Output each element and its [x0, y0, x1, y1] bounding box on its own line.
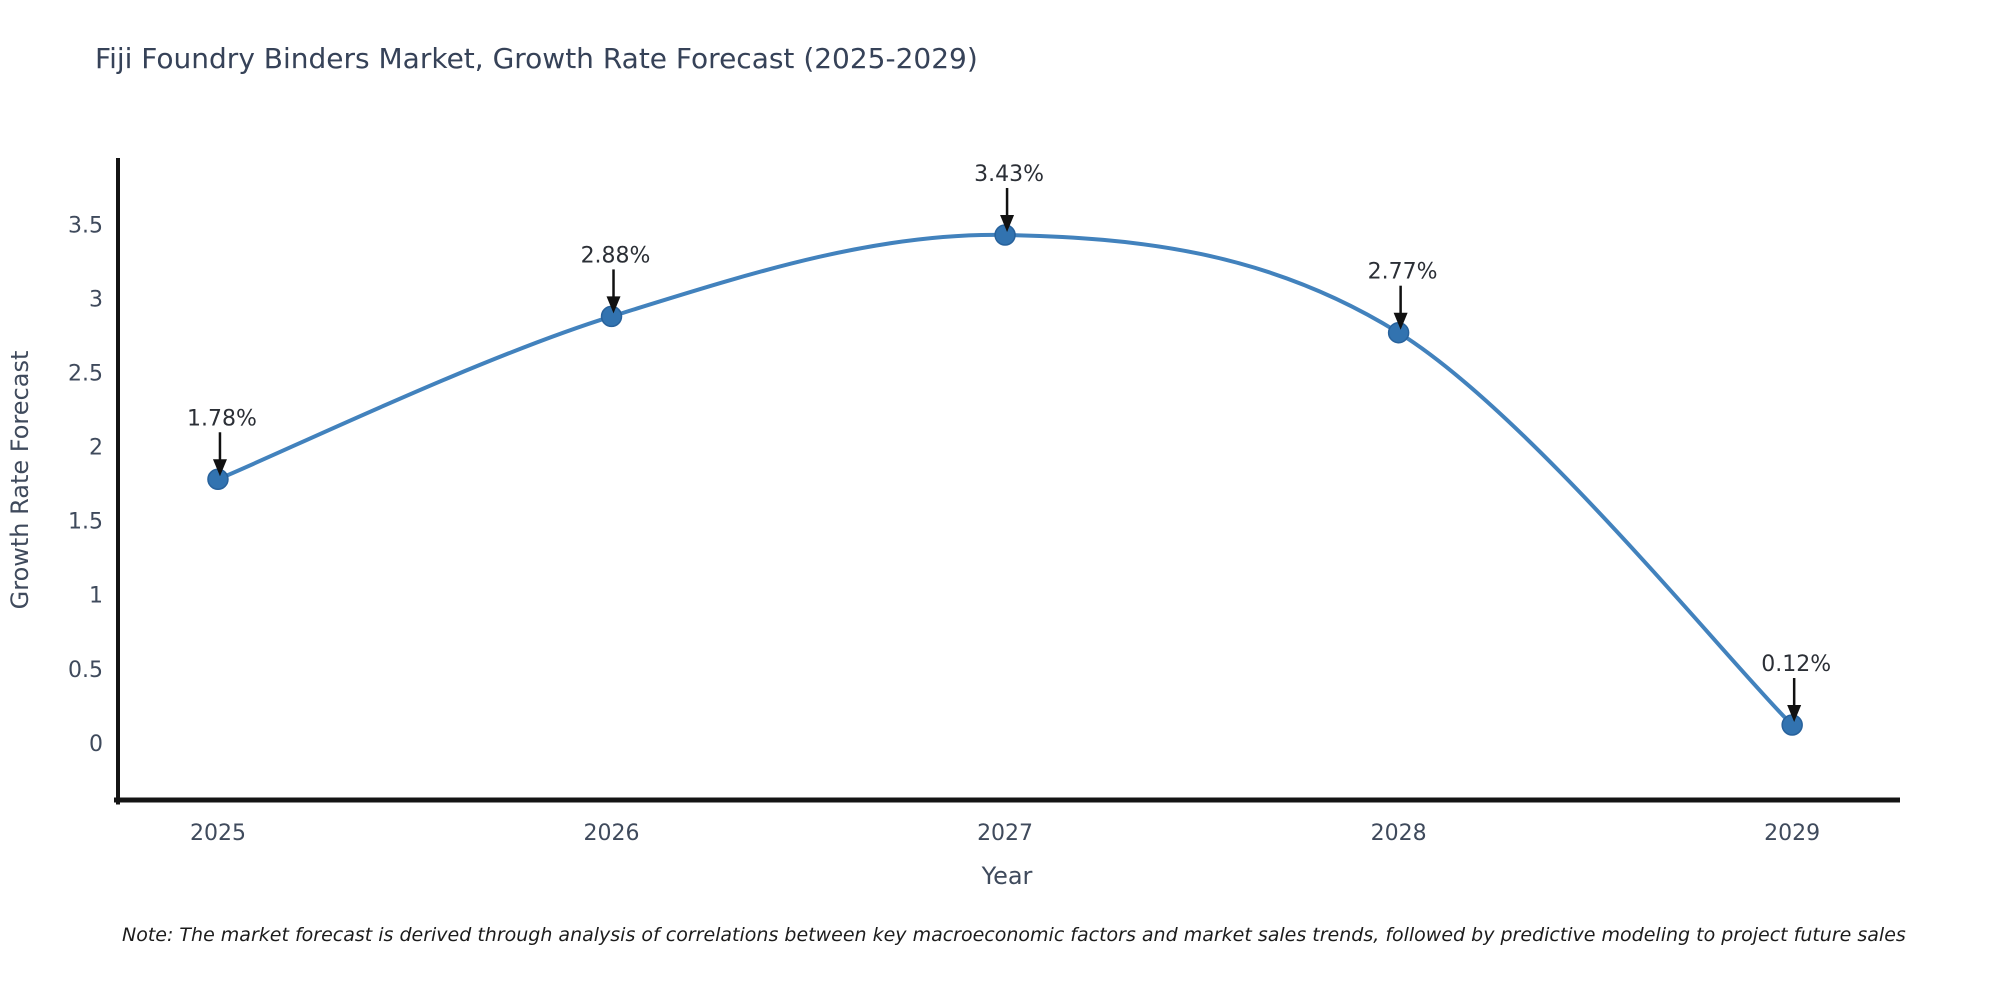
chart-footnote: Note: The market forecast is derived thr… [122, 924, 1906, 946]
data-point-label: 0.12% [1761, 652, 1831, 677]
x-tick-label: 2026 [584, 821, 640, 846]
annotation-arrow-head [606, 296, 621, 314]
y-axis-title: Growth Rate Forecast [6, 351, 34, 610]
point-annotations: 1.78% 2.88% 3.43% 2.77% 0.12% [187, 162, 1831, 723]
x-tick-label: 2027 [977, 821, 1033, 846]
x-axis-title: Year [981, 862, 1033, 890]
y-tick-label: 3 [89, 288, 103, 313]
annotation-arrow-head [1393, 312, 1408, 330]
axes [114, 158, 1900, 805]
y-axis-tick-labels: 0 0.5 1 1.5 2 2.5 3 3.5 [68, 214, 103, 757]
data-point-marker [994, 224, 1016, 246]
data-point-marker [600, 305, 623, 328]
y-tick-label: 1 [89, 584, 103, 609]
data-point-marker [1387, 321, 1410, 344]
chart-title: Fiji Foundry Binders Market, Growth Rate… [95, 42, 978, 75]
x-axis-tick-labels: 2025 2026 2027 2028 2029 [190, 821, 1820, 846]
y-tick-label: 2 [89, 436, 103, 461]
data-point-label: 2.77% [1368, 260, 1438, 285]
y-tick-label: 1.5 [68, 510, 103, 535]
y-tick-label: 0.5 [68, 658, 103, 683]
x-tick-label: 2029 [1764, 821, 1820, 846]
x-tick-label: 2025 [190, 821, 246, 846]
data-point-label: 2.88% [581, 243, 651, 268]
data-point-label: 1.78% [187, 406, 257, 431]
data-point-marker [1781, 714, 1803, 736]
annotation-arrow-head [212, 459, 227, 477]
y-tick-label: 3.5 [68, 214, 103, 239]
annotation-arrow-head [1787, 705, 1802, 723]
x-tick-label: 2028 [1371, 821, 1427, 846]
data-point-marker [207, 468, 229, 491]
annotation-arrow-head [1000, 214, 1015, 232]
y-tick-label: 0 [89, 732, 103, 757]
series-line [215, 232, 1795, 728]
y-tick-label: 2.5 [68, 362, 103, 387]
line-series [207, 224, 1803, 736]
data-point-label: 3.43% [974, 162, 1044, 187]
